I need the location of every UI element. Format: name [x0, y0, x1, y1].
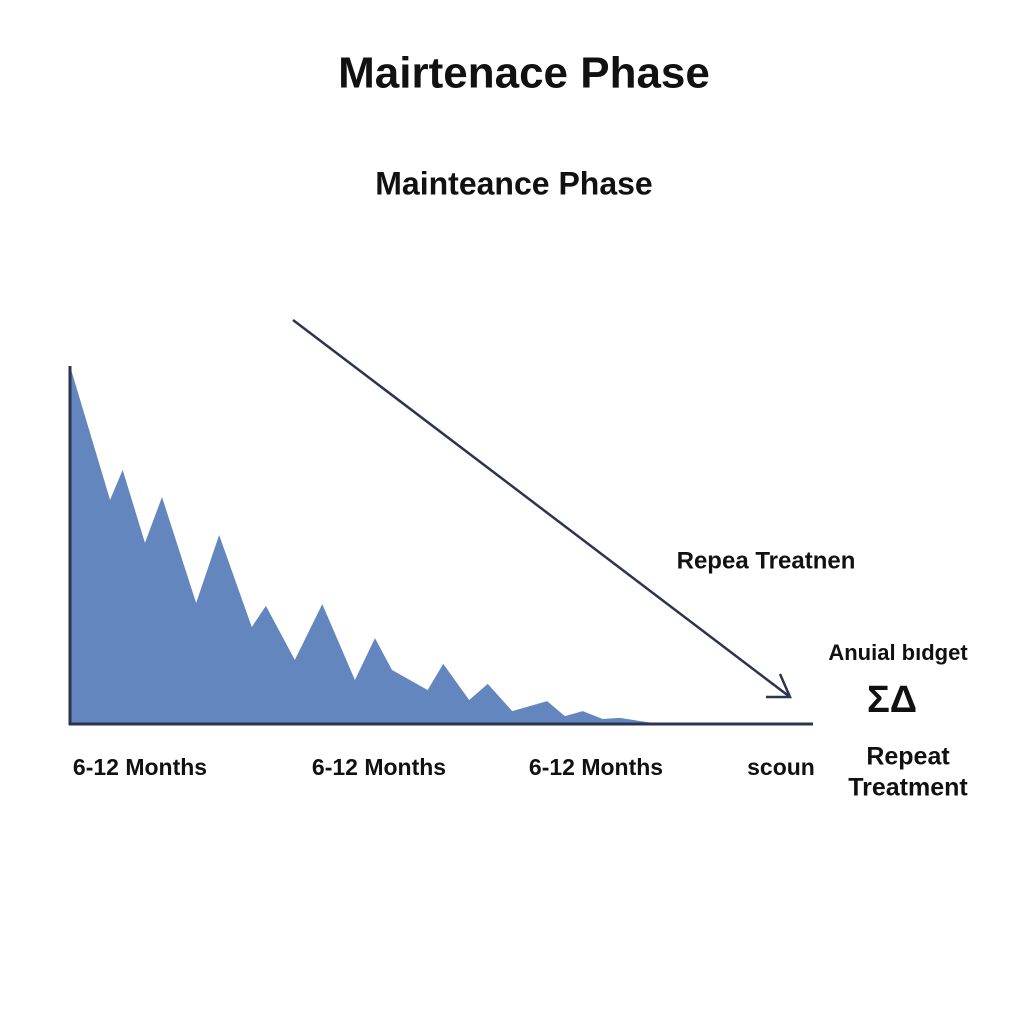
x-label: 6-12 Months	[73, 754, 207, 780]
x-label: scoun	[747, 754, 815, 780]
annotation: Repea Treatnen	[677, 547, 856, 574]
annotation: ΣΔ	[867, 679, 917, 721]
annotation: Anuial bıdget	[828, 640, 968, 665]
area	[70, 366, 660, 724]
annotation: Treatment	[848, 774, 968, 802]
plot-area	[70, 366, 660, 724]
arrow-head	[766, 673, 792, 699]
chart-title: Mairtenace Phase	[338, 49, 710, 98]
annotation: Repeat	[866, 743, 950, 771]
chart-subtitle: Mainteance Phase	[375, 165, 652, 201]
trend-arrow	[292, 319, 791, 698]
x-label: 6-12 Months	[312, 754, 446, 780]
x-label: 6-12 Months	[529, 754, 663, 780]
